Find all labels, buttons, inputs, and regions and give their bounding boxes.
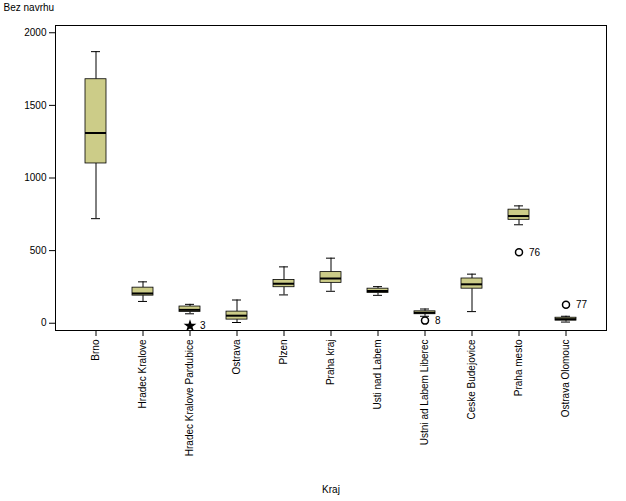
- svg-text:0: 0: [41, 317, 47, 328]
- svg-text:Hradec Kralove Pardubice: Hradec Kralove Pardubice: [184, 339, 195, 456]
- svg-text:Usti nad Labem: Usti nad Labem: [372, 340, 383, 410]
- svg-text:8: 8: [435, 315, 441, 326]
- svg-text:Praha kraj: Praha kraj: [325, 340, 336, 386]
- svg-text:Ceske Budejovice: Ceske Budejovice: [466, 339, 477, 419]
- svg-text:2000: 2000: [24, 27, 47, 38]
- svg-text:Bez navrhu: Bez navrhu: [4, 2, 55, 13]
- svg-text:Kraj: Kraj: [322, 484, 340, 495]
- svg-text:76: 76: [529, 247, 541, 258]
- svg-text:500: 500: [30, 245, 47, 256]
- svg-text:1000: 1000: [24, 172, 47, 183]
- svg-text:Ustni ad Labem Liberec: Ustni ad Labem Liberec: [419, 340, 430, 446]
- svg-text:3: 3: [200, 320, 206, 331]
- svg-text:1500: 1500: [24, 100, 47, 111]
- svg-text:77: 77: [576, 299, 588, 310]
- svg-text:Brno: Brno: [90, 339, 101, 361]
- svg-text:Plzen: Plzen: [278, 340, 289, 365]
- svg-text:Ostrava: Ostrava: [231, 339, 242, 374]
- svg-text:Hradec Kralove: Hradec Kralove: [137, 339, 148, 408]
- svg-text:Praha mesto: Praha mesto: [513, 339, 524, 396]
- svg-text:Ostrava Olomouc: Ostrava Olomouc: [560, 340, 571, 418]
